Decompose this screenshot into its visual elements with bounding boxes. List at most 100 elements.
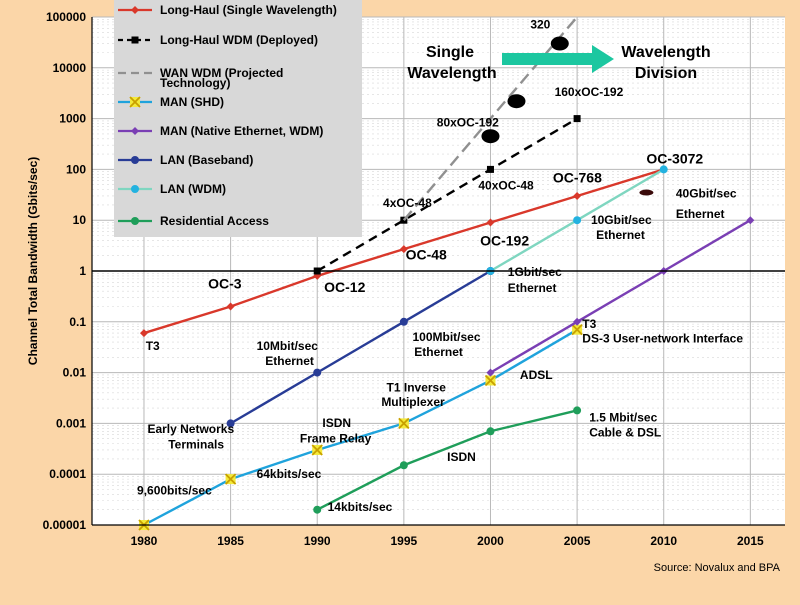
legend-label: Residential Access [160, 214, 269, 228]
legend-label: Long-Haul WDM (Deployed) [160, 33, 318, 47]
y-tick-label: 0.1 [69, 315, 86, 329]
data-point [573, 191, 582, 200]
annotation-label: 64kbits/sec [257, 467, 322, 481]
legend-item: Residential Access [118, 214, 269, 228]
y-tick-label: 10 [73, 213, 87, 227]
annotation-label: 160xOC-192 [555, 85, 624, 99]
y-tick-label: 1000 [59, 112, 86, 126]
series-line [229, 269, 492, 425]
y-tick-label: 0.00001 [43, 518, 87, 532]
data-point-mark [484, 374, 497, 387]
legend-item: MAN (Native Ethernet, WDM) [118, 124, 323, 138]
legend-label: Long-Haul (Single Wavelength) [160, 3, 337, 17]
annotation-label: Ethernet [414, 345, 463, 359]
annotation-label: T1 Inverse [387, 381, 447, 395]
legend: Long-Haul (Single Wavelength) Long-Haul W… [114, 0, 362, 237]
data-point [131, 217, 139, 225]
y-tick-label: 100000 [46, 10, 86, 24]
annotation-label: 80xOC-192 [437, 115, 499, 129]
legend-label-continued: Technology) [160, 76, 230, 90]
y-tick-label: 0.0001 [49, 467, 86, 481]
annotation-label: 10Mbit/sec [257, 339, 319, 353]
series-line [489, 219, 751, 374]
series-7 [313, 406, 582, 514]
x-tick-label: 2000 [477, 534, 504, 548]
annotation-label: 14kbits/sec [328, 500, 393, 514]
x-tick-label: 2010 [650, 534, 677, 548]
annotation-label: T3 [146, 339, 160, 353]
legend-label: LAN (WDM) [160, 182, 226, 196]
annotation-label: Early Networks [147, 422, 234, 436]
data-point-mark [311, 444, 323, 456]
annotation-label: Terminals [168, 438, 224, 452]
data-point [313, 505, 322, 514]
data-point [486, 427, 495, 436]
header-wavelength-division-line1: Wavelength [621, 44, 710, 61]
data-point [573, 216, 582, 225]
axes: 0.00001 0.0001 0.001 0.01 0.1 1 10 100 1000 10000… [43, 10, 785, 548]
series-layer [138, 16, 755, 531]
legend-label: LAN (Baseband) [160, 153, 253, 167]
data-point-mark [571, 324, 583, 336]
annotation-label: 4xOC-48 [383, 196, 432, 210]
x-tick-label: 2015 [737, 534, 764, 548]
y-tick-label: 100 [66, 162, 86, 176]
annotation-label: 1Gbit/sec [508, 265, 562, 279]
legend-item: MAN (SHD) [118, 95, 224, 109]
data-point [399, 317, 408, 326]
legend-label: WAN WDM (Projected [160, 66, 283, 80]
data-point [226, 302, 235, 311]
annotation-label: OC-3072 [646, 151, 703, 167]
annotation-label: 320 [530, 17, 550, 31]
annotation-label: Ethernet [596, 228, 645, 242]
x-tick-label: 1985 [217, 534, 244, 548]
series-line [316, 117, 578, 273]
x-tick-label: 1995 [390, 534, 417, 548]
annotation-label: DS-3 User-network Interface [582, 332, 743, 346]
header-single-wavelength-line1: Single [426, 44, 474, 61]
data-point [486, 165, 494, 173]
annotation-label: Multiplexer [381, 395, 445, 409]
data-point-mark [224, 473, 237, 485]
annotation-label: 1.5 Mbit/sec [589, 410, 657, 424]
legend-item: Long-Haul (Single Wavelength) [118, 3, 337, 17]
data-point-mark [398, 417, 410, 430]
legend-box [114, 0, 362, 237]
annotation-label: ISDN [447, 450, 476, 464]
annotation-label: 100Mbit/sec [413, 330, 481, 344]
annotation-label: Ethernet [508, 281, 557, 295]
legend-item: LAN (Baseband) [118, 153, 253, 167]
wdm-ellipse [507, 94, 526, 109]
annotation-label: 40Gbit/sec [676, 186, 737, 200]
annotation-label: 10Gbit/sec [591, 213, 652, 227]
y-axis-label: Channel Total Bandwidth (Gbits/sec) [26, 157, 40, 365]
source-note: Source: Novalux and BPA [654, 562, 781, 574]
series-4 [486, 216, 755, 377]
data-point [573, 115, 581, 123]
legend-item: LAN (WDM) [118, 182, 226, 196]
annotation-label: OC-12 [324, 279, 365, 295]
data-point [226, 419, 235, 428]
legend-label: MAN (Native Ethernet, WDM) [160, 124, 323, 138]
wdm-ellipse [550, 36, 569, 51]
y-tick-label: 1 [79, 264, 86, 278]
data-point [131, 6, 139, 14]
legend-item: Long-Haul WDM (Deployed) [118, 33, 318, 47]
data-point [399, 245, 408, 254]
data-point [131, 36, 139, 44]
series-2 [402, 16, 579, 221]
x-tick-label: 1990 [304, 534, 331, 548]
annotation-label: ADSL [520, 368, 553, 382]
series-line [316, 409, 578, 511]
annotation-label: Frame Relay [300, 432, 372, 446]
series-line [143, 328, 578, 527]
wdm-ellipse [481, 129, 500, 144]
series-line [402, 16, 579, 221]
annotation-label: 9,600bits/sec [137, 483, 212, 497]
annotation-label: Ethernet [265, 354, 314, 368]
data-point [139, 329, 148, 338]
transition-arrow-icon [502, 45, 614, 73]
y-tick-label: 10000 [53, 61, 87, 75]
